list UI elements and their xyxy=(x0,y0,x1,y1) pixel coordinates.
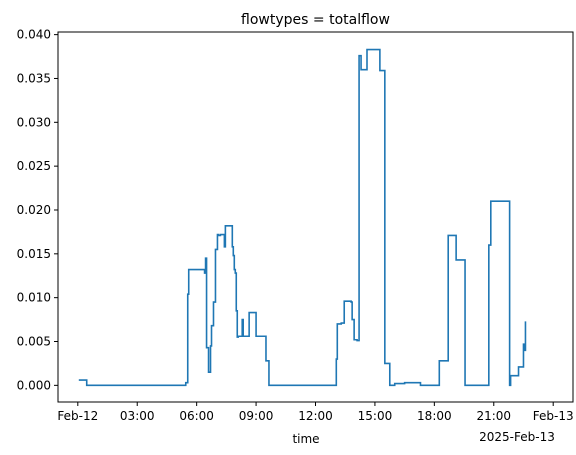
x-tick-label: 15:00 xyxy=(358,409,393,423)
series-line xyxy=(78,48,527,387)
x-offset-label: 2025-Feb-13 xyxy=(479,430,555,444)
y-tick-label: 0.005 xyxy=(17,335,51,349)
y-tick-label: 0.030 xyxy=(17,115,51,129)
x-tick-label: 21:00 xyxy=(476,409,511,423)
x-axis-label: time xyxy=(292,432,319,446)
y-tick-label: 0.025 xyxy=(17,159,51,173)
y-tick-label: 0.000 xyxy=(17,378,51,392)
y-tick-label: 0.010 xyxy=(17,291,51,305)
x-tick-label: Feb-12 xyxy=(57,409,98,423)
plot-frame xyxy=(57,31,574,403)
y-tick-label: 0.020 xyxy=(17,203,51,217)
series-layer xyxy=(78,48,527,387)
y-tick-label: 0.040 xyxy=(17,28,51,42)
x-tick-label: 12:00 xyxy=(298,409,333,423)
y-tick-label: 0.035 xyxy=(17,71,51,85)
y-tick-label: 0.015 xyxy=(17,247,51,261)
x-tick-label: 18:00 xyxy=(417,409,452,423)
chart-title: flowtypes = totalflow xyxy=(241,12,390,28)
x-tick-label: 09:00 xyxy=(239,409,274,423)
tick-layer: 0.000 0.005 0.010 0.015 0.020 0.025 0.030 0.035… xyxy=(17,28,574,423)
x-tick-label: Feb-13 xyxy=(533,409,574,423)
x-tick-label: 03:00 xyxy=(120,409,155,423)
x-tick-label: 06:00 xyxy=(179,409,214,423)
